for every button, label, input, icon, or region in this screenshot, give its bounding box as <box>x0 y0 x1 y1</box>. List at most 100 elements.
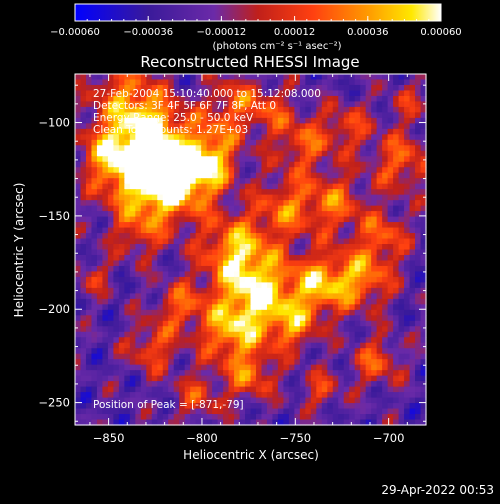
heatmap-cell <box>250 293 257 300</box>
plot-frame <box>74 73 427 426</box>
heatmap-cell <box>107 134 114 141</box>
heatmap-cell <box>80 265 87 273</box>
heatmap-cell <box>415 419 422 426</box>
heatmap-cell <box>223 84 230 92</box>
heatmap-cell <box>201 293 208 300</box>
heatmap-cell <box>179 183 186 190</box>
heatmap-cell <box>151 238 158 245</box>
heatmap-cell <box>190 359 197 366</box>
heatmap-cell <box>135 348 142 355</box>
heatmap-cell <box>277 178 284 185</box>
heatmap-cell <box>212 172 219 179</box>
heatmap-cell <box>85 84 93 92</box>
heatmap-cell <box>91 287 98 294</box>
heatmap-cell <box>420 145 427 152</box>
heatmap-cell <box>338 254 345 262</box>
heatmap-cell <box>212 178 219 185</box>
heatmap-cell <box>124 84 131 92</box>
heatmap-cell <box>195 238 202 245</box>
heatmap-cell <box>398 370 405 377</box>
heatmap-cell <box>365 172 372 179</box>
heatmap-cell <box>245 216 252 223</box>
heatmap-cell <box>288 304 295 311</box>
heatmap-cell <box>179 348 186 355</box>
heatmap-cell <box>85 205 93 212</box>
heatmap-cell <box>387 95 394 103</box>
heatmap-cell <box>168 123 175 130</box>
heatmap-cell <box>85 381 93 388</box>
heatmap-cell <box>404 397 411 404</box>
heatmap-cell <box>272 134 279 141</box>
heatmap-cell <box>266 337 274 344</box>
heatmap-cell <box>107 84 114 92</box>
heatmap-cell <box>305 276 312 283</box>
heatmap-cell <box>376 392 383 399</box>
heatmap-cell <box>173 134 180 141</box>
heatmap-cell <box>376 172 383 179</box>
heatmap-cell <box>201 342 208 349</box>
heatmap-cell <box>415 244 422 251</box>
heatmap-cell <box>376 359 383 366</box>
heatmap-cell <box>107 145 114 152</box>
heatmap-cell <box>179 117 186 124</box>
heatmap-cell <box>80 233 87 240</box>
heatmap-cell <box>349 392 356 399</box>
heatmap-cell <box>310 293 317 300</box>
heatmap-cell <box>349 112 356 119</box>
heatmap-cell <box>338 238 345 245</box>
heatmap-cell <box>354 370 361 377</box>
heatmap-cell <box>102 403 109 410</box>
heatmap-cell <box>245 364 252 371</box>
heatmap-cell <box>173 216 180 223</box>
heatmap-cell <box>162 216 169 223</box>
heatmap-cell <box>168 183 175 190</box>
heatmap-cell <box>234 265 241 273</box>
heatmap-cell <box>140 381 147 388</box>
heatmap-cell <box>288 249 295 256</box>
heatmap-cell <box>217 392 224 399</box>
heatmap-cell <box>316 123 323 130</box>
heatmap-cell <box>420 74 427 81</box>
heatmap-cell <box>349 381 356 388</box>
heatmap-cell <box>404 238 411 245</box>
heatmap-cell <box>135 309 142 316</box>
heatmap-cell <box>245 282 252 289</box>
heatmap-cell <box>310 145 317 152</box>
heatmap-cell <box>223 222 230 229</box>
heatmap-cell <box>91 403 98 410</box>
heatmap-cell <box>96 238 104 245</box>
heatmap-cell <box>332 200 339 207</box>
heatmap-cell <box>75 260 82 267</box>
heatmap-cell <box>96 211 104 218</box>
heatmap-cell <box>310 106 317 113</box>
heatmap-cell <box>80 260 87 267</box>
heatmap-cell <box>85 238 93 245</box>
heatmap-cell <box>283 139 290 146</box>
heatmap-cell <box>382 233 389 240</box>
heatmap-cell <box>393 326 400 333</box>
heatmap-cell <box>415 106 422 113</box>
heatmap-cell <box>135 189 142 196</box>
heatmap-cell <box>146 419 153 426</box>
heatmap-cell <box>234 298 241 305</box>
heatmap-cell <box>255 178 263 185</box>
heatmap-cell <box>146 298 153 305</box>
heatmap-cell <box>255 287 263 294</box>
heatmap-cell <box>393 271 400 278</box>
heatmap-cell <box>91 74 98 81</box>
heatmap-cell <box>124 331 131 338</box>
heatmap-cell <box>113 101 120 108</box>
heatmap-cell <box>179 227 186 234</box>
heatmap-cell <box>80 304 87 311</box>
heatmap-cell <box>162 320 169 327</box>
heatmap-cell <box>91 117 98 124</box>
heatmap-cell <box>316 189 323 196</box>
heatmap-cell <box>157 276 164 283</box>
heatmap-cell <box>316 183 323 190</box>
heatmap-cell <box>382 381 389 388</box>
heatmap-cell <box>404 254 411 262</box>
heatmap-cell <box>255 106 263 113</box>
heatmap-cell <box>266 249 274 256</box>
heatmap-cell <box>398 227 405 234</box>
heatmap-cell <box>327 326 334 333</box>
